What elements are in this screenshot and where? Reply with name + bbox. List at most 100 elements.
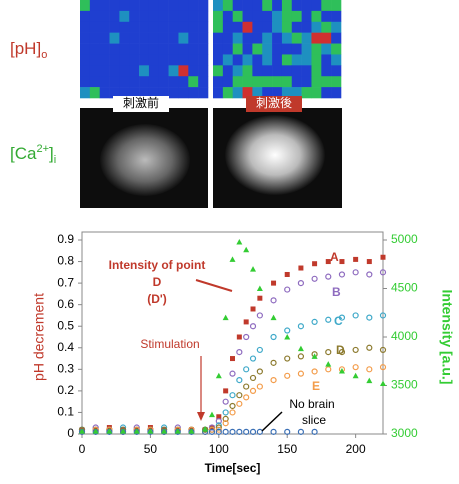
heat-cell (129, 21, 140, 33)
point (256, 383, 263, 390)
heat-cell (213, 21, 224, 33)
heat-cell (158, 10, 169, 23)
heat-cell (262, 54, 273, 66)
point (249, 428, 257, 435)
heat-cell (213, 43, 224, 55)
point (311, 353, 318, 359)
heat-cell (198, 32, 209, 44)
heat-cell (188, 87, 199, 99)
x-tick-label: 0 (79, 442, 86, 456)
heat-cell (139, 32, 150, 44)
heat-cell (148, 21, 160, 33)
heat-cell (252, 54, 263, 66)
heat-cell (139, 43, 150, 55)
heat-cell (198, 54, 209, 66)
heat-cell (89, 76, 100, 88)
heat-cell (252, 0, 263, 12)
heat-cell (272, 43, 283, 55)
heat-cell (178, 10, 189, 23)
heat-cell (281, 54, 293, 66)
heat-cell (242, 32, 253, 44)
point (325, 259, 331, 265)
heat-cell (139, 21, 150, 33)
chart: 0 50 100 150 200 0 0.1 0.2 0.3 0.4 0.5 0.6 0.7 0.8 0.9… (31, 231, 455, 475)
heat-cell (129, 32, 140, 44)
point (222, 314, 229, 321)
heat-cell (291, 87, 302, 99)
heat-cell (178, 21, 189, 33)
heat-cell (109, 0, 120, 12)
heat-cell (242, 43, 253, 55)
heat-cell (109, 54, 120, 66)
heat-cell (331, 65, 342, 77)
heat-cell (213, 32, 224, 44)
heat-cell (168, 76, 179, 88)
heat-cell (158, 0, 169, 12)
heat-cell (252, 21, 263, 33)
heat-cell (331, 43, 342, 55)
x-tick-label: 150 (277, 442, 297, 456)
point (297, 345, 304, 352)
point (325, 366, 332, 373)
heat-cell (272, 76, 283, 88)
heat-cell (139, 76, 150, 88)
ca-label: [Ca2+]i (10, 143, 56, 166)
heat-cell (291, 76, 302, 88)
x-tick-label: 200 (346, 442, 366, 456)
heat-cell (168, 10, 179, 23)
point (256, 346, 263, 354)
series-label: D (336, 343, 345, 357)
y-tick-label: 0.8 (57, 254, 74, 268)
heat-cell (198, 87, 209, 99)
point (352, 269, 359, 276)
point (284, 286, 291, 293)
heat-cell (198, 43, 209, 55)
annotation-pointer (195, 279, 233, 292)
heat-cell (262, 65, 273, 77)
point (379, 364, 387, 371)
heat-cell (301, 10, 312, 23)
heat-cell (281, 21, 293, 33)
heat-cell (281, 43, 293, 55)
heat-cell (188, 65, 199, 77)
point (250, 306, 256, 312)
heat-cell (129, 54, 140, 66)
point (325, 348, 332, 356)
point (366, 314, 373, 321)
point (223, 388, 229, 394)
heat-cell (89, 43, 100, 55)
heat-cell (262, 76, 273, 88)
heat-cell (158, 65, 169, 77)
heat-cell (99, 65, 110, 77)
point (379, 312, 387, 319)
heat-cell (99, 43, 110, 55)
point (222, 415, 229, 423)
heat-cell (109, 10, 120, 23)
point (270, 297, 277, 304)
point (250, 266, 257, 272)
heat-cell (232, 21, 243, 33)
point (256, 285, 263, 291)
point (366, 271, 373, 278)
point (106, 428, 113, 434)
heat-cell (252, 32, 263, 44)
point (229, 392, 236, 399)
point (120, 428, 127, 434)
point (92, 428, 99, 434)
ca-blob-before (100, 124, 190, 196)
point (256, 312, 263, 319)
heat-cell (178, 65, 189, 77)
point (284, 372, 291, 379)
heat-cell (213, 65, 224, 77)
heat-cell (291, 65, 302, 77)
heat-cell (242, 54, 253, 66)
heat-cell (99, 0, 110, 12)
point (243, 319, 249, 325)
point (297, 370, 305, 377)
heat-cell (262, 32, 273, 44)
ca-sub: i (54, 154, 56, 166)
heat-cell (119, 32, 130, 44)
heat-cell (168, 87, 179, 99)
point (215, 417, 222, 425)
y-tick-label: 0.7 (57, 275, 74, 289)
